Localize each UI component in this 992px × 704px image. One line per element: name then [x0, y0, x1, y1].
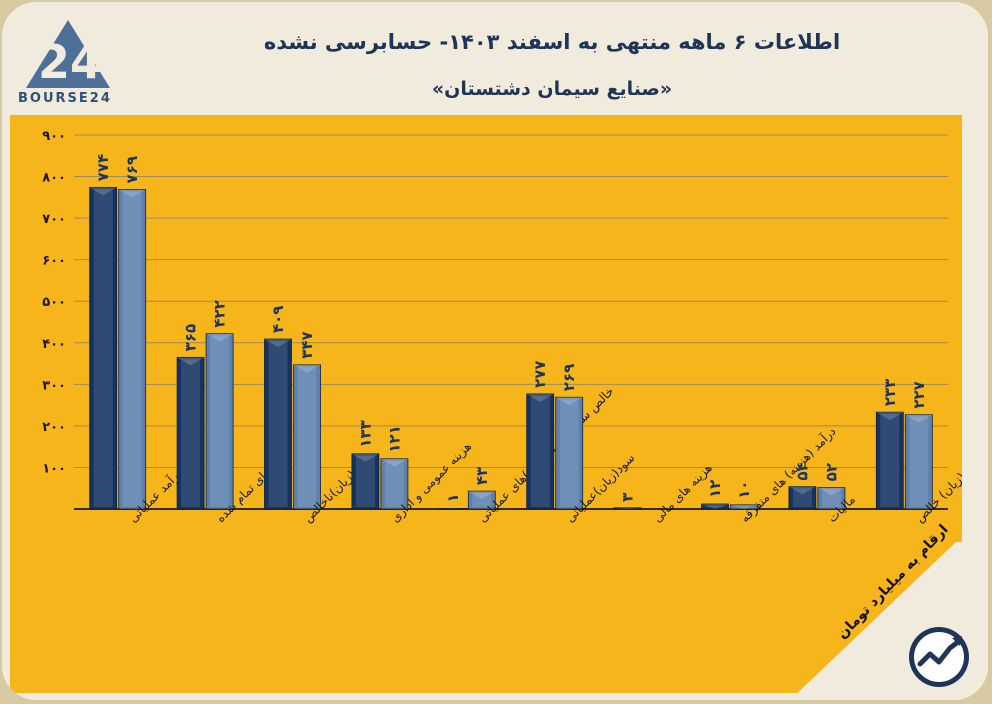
- bar-highlight-0-2: [268, 341, 288, 507]
- bar-highlight-0-1: [181, 359, 201, 507]
- bar-cap-1-1: [206, 333, 234, 342]
- bar-highlight-0-9: [880, 414, 900, 507]
- bar-highlight-1-5: [559, 399, 579, 507]
- bourse24-logo: 24: [26, 20, 110, 89]
- bar-highlight-1-9: [909, 416, 929, 507]
- bar-1-2: [293, 364, 321, 510]
- y-tick-label-900: ۹۰۰: [42, 129, 66, 144]
- bar-1-3: [380, 458, 409, 510]
- bar-0-7: [701, 503, 729, 510]
- bar-highlight-1-0: [122, 191, 142, 507]
- bar-cap-0-0: [89, 187, 117, 196]
- data-label-0-5: ۲۷۷: [531, 360, 549, 387]
- bar-0-2: [264, 338, 292, 510]
- chart-subtitle: «صنایع سیمان دشتستان»: [431, 78, 673, 100]
- bar-cap-1-8: [817, 487, 845, 496]
- logo-number: 24: [38, 35, 102, 89]
- y-tick-label-800: ۸۰۰: [42, 171, 66, 186]
- bar-highlight-0-4: [443, 510, 463, 512]
- bar-cap-1-2: [293, 364, 321, 373]
- bar-cap-1-9: [905, 414, 933, 423]
- data-label-1-0: ۷۶۹: [123, 156, 141, 183]
- bar-cap-1-4: [468, 491, 496, 500]
- data-label-1-7: ۱۰: [735, 481, 753, 499]
- bar-0-0: [89, 186, 118, 510]
- bar-0-5: [526, 393, 555, 510]
- y-tick-label-300: ۳۰۰: [42, 378, 66, 393]
- y-tick-label-100: ۱۰۰: [42, 461, 66, 476]
- trend-icon: [909, 627, 969, 687]
- chart-title: اطلاعات ۶ ماهه منتهی به اسفند ۱۴۰۳- حساب…: [263, 30, 841, 54]
- bar-highlight-1-4: [472, 493, 492, 507]
- bar-cap-1-5: [555, 397, 583, 406]
- y-tick-label-500: ۵۰۰: [42, 295, 66, 310]
- bar-cap-0-7: [701, 504, 729, 509]
- bar-0-9: [875, 411, 904, 510]
- bar-0-6: [613, 507, 642, 510]
- chart-panel: ۱۰۰ ۲۰۰ ۳۰۰ ۴۰۰ ۵۰۰ ۶۰۰ ۷۰۰ ۸۰۰ ۹۰۰ ۷۷۴ ۷۶۹ درآمد ع…: [10, 115, 962, 693]
- bar-0-4: [438, 508, 467, 510]
- bar-cap-0-3: [351, 453, 379, 462]
- bar-highlight-0-3: [355, 455, 375, 507]
- bar-highlight-1-2: [297, 366, 317, 507]
- bar-cap-0-5: [526, 393, 554, 402]
- bar-highlight-0-5: [530, 395, 550, 507]
- bar-1-0: [118, 189, 147, 510]
- bar-1-8: [817, 486, 846, 510]
- logo-text: BOURSE24: [18, 91, 112, 106]
- bar-highlight-0-7: [705, 506, 725, 507]
- data-label-0-2: ۴۰۹: [269, 306, 287, 333]
- bar-highlight-0-6: [618, 509, 638, 511]
- bar-cap-1-7: [730, 504, 758, 509]
- bar-highlight-1-1: [210, 335, 230, 507]
- data-label-0-9: ۲۳۳: [881, 379, 899, 406]
- data-label-1-1: ۴۲۲: [211, 300, 229, 327]
- y-tick-label-600: ۶۰۰: [42, 254, 66, 269]
- bar-highlight-0-0: [93, 189, 113, 508]
- bar-cap-0-1: [177, 357, 205, 366]
- y-tick-label-700: ۷۰۰: [42, 212, 66, 227]
- bar-0-1: [176, 356, 205, 510]
- bar-1-7: [730, 504, 758, 510]
- data-label-0-8: ۵۴: [793, 462, 811, 480]
- data-label-1-8: ۵۲: [822, 463, 840, 481]
- bar-1-9: [904, 414, 933, 510]
- data-label-0-7: ۱۲: [706, 480, 724, 498]
- bar-highlight-1-7: [734, 506, 754, 508]
- bar-1-5: [555, 396, 584, 510]
- data-label-1-4: ۴۳: [473, 467, 491, 485]
- bar-1-4: [467, 490, 496, 510]
- bar-cap-0-9: [876, 412, 904, 421]
- data-label-1-9: ۲۲۷: [910, 381, 928, 408]
- y-tick-label-200: ۲۰۰: [42, 420, 66, 435]
- bar-cap-1-0: [118, 189, 146, 198]
- data-label-0-4: ۱: [444, 493, 462, 502]
- bar-cap-0-6: [614, 507, 642, 509]
- bar-highlight-1-3: [384, 460, 404, 507]
- data-label-0-0: ۷۷۴: [94, 154, 112, 181]
- bar-0-8: [788, 486, 817, 510]
- bar-highlight-0-8: [792, 488, 812, 507]
- bar-cap-0-2: [264, 339, 292, 348]
- bar-highlight-1-8: [821, 489, 841, 507]
- data-label-1-3: ۱۲۱: [385, 425, 403, 452]
- bar-cap-1-3: [380, 458, 408, 467]
- bar-0-3: [351, 453, 380, 510]
- data-label-0-1: ۳۶۵: [182, 324, 200, 351]
- data-label-1-2: ۳۴۷: [298, 331, 316, 358]
- data-label-0-6: ۳: [619, 493, 637, 502]
- bar-1-1: [205, 333, 234, 510]
- data-label-0-3: ۱۳۳: [356, 420, 374, 447]
- bar-cap-0-8: [788, 486, 816, 495]
- data-label-1-5: ۲۶۹: [560, 364, 578, 391]
- y-tick-label-400: ۴۰۰: [42, 337, 66, 352]
